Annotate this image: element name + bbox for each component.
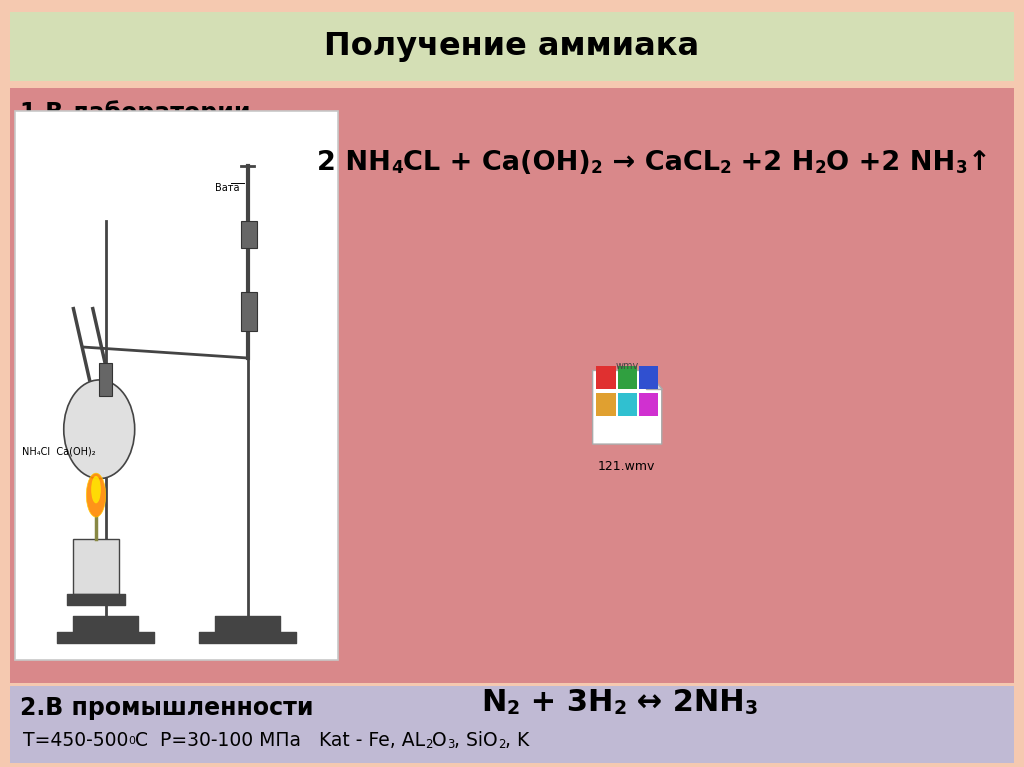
Text: 121.wmv: 121.wmv	[598, 460, 655, 473]
Text: 3: 3	[447, 738, 455, 751]
Text: T=450-500: T=450-500	[23, 731, 128, 750]
Bar	[99, 364, 113, 397]
Bar	[596, 393, 615, 416]
Text: + 3H: + 3H	[520, 688, 613, 717]
Text: 2: 2	[720, 159, 731, 177]
Text: CL + Ca(OH): CL + Ca(OH)	[403, 150, 591, 176]
Text: O +2 NH: O +2 NH	[826, 150, 955, 176]
Text: 2: 2	[613, 699, 627, 718]
Bar	[10, 88, 1014, 683]
Text: +2 H: +2 H	[731, 150, 815, 176]
Text: NH₄Cl  Ca(OH)₂: NH₄Cl Ca(OH)₂	[22, 446, 95, 456]
Ellipse shape	[86, 473, 105, 517]
Text: 2: 2	[815, 159, 826, 177]
Text: 2: 2	[591, 159, 602, 177]
Polygon shape	[593, 370, 662, 444]
Bar	[639, 393, 657, 416]
Ellipse shape	[63, 380, 135, 479]
Bar	[74, 539, 119, 594]
Text: , K: , K	[506, 731, 529, 750]
Bar	[639, 366, 657, 389]
Bar	[15, 111, 338, 660]
Bar	[10, 686, 1014, 763]
Ellipse shape	[91, 476, 100, 503]
Text: 0: 0	[128, 736, 135, 746]
Bar	[10, 12, 1014, 81]
Text: 2: 2	[507, 699, 520, 718]
Text: 2 NH: 2 NH	[317, 150, 391, 176]
Text: 2: 2	[498, 738, 506, 751]
Text: Вата: Вата	[215, 183, 240, 193]
Polygon shape	[646, 370, 662, 389]
Bar	[617, 393, 637, 416]
Bar	[242, 221, 257, 249]
Text: C  P=30-100 МПа   Kat - Fe, AL: C P=30-100 МПа Kat - Fe, AL	[135, 731, 425, 750]
Text: ↔ 2NH: ↔ 2NH	[627, 688, 744, 717]
Text: 4: 4	[391, 159, 403, 177]
Text: 2.В промышленности: 2.В промышленности	[20, 696, 314, 719]
Text: 3: 3	[955, 159, 968, 177]
Text: Получение аммиака: Получение аммиака	[325, 31, 699, 61]
Text: , SiO: , SiO	[455, 731, 498, 750]
Text: N: N	[481, 688, 507, 717]
Text: 1.В лаборатории: 1.В лаборатории	[20, 100, 251, 124]
Text: wmv: wmv	[615, 361, 639, 371]
Text: O: O	[432, 731, 447, 750]
Bar	[242, 292, 257, 331]
Text: 3: 3	[744, 699, 758, 718]
Text: ↑: ↑	[968, 150, 990, 176]
Bar	[617, 366, 637, 389]
Text: → CaCL: → CaCL	[602, 150, 720, 176]
Text: 2: 2	[425, 738, 432, 751]
Bar	[596, 366, 615, 389]
